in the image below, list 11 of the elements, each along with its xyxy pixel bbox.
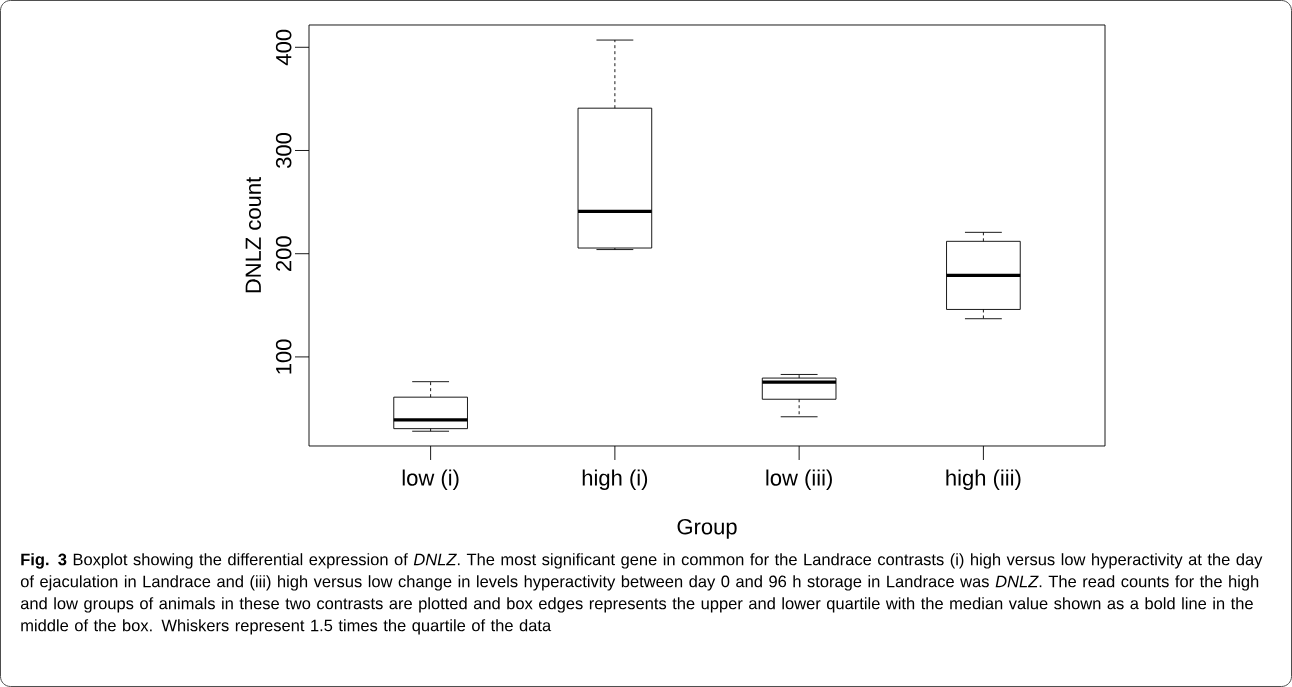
y-tick-label: 300 bbox=[275, 133, 292, 169]
x-axis-title: Group bbox=[677, 518, 737, 539]
text: Fig. 3 Boxplot showing the differential expression of DNLZ. The most significant gene in common for the Landrace contrasts (i) high versus low hyperactivity at the day of ejaculation in Landrace and (iii) high versus low change in levels hyperactivity between day 0 and 96 h storage in Landrace was DNLZ. The read counts for the high and low groups of animals in these two contrasts are plotted and box edges represents the upper and lower quartile with the median value shown as a bold line in the middle of the box. Whiskers represent 1.5 times the quartile of the data bbox=[20, 553, 1263, 635]
x-tick-label: high (i) bbox=[582, 469, 648, 491]
x-tick-label: low (i) bbox=[402, 469, 459, 491]
y-tick-label: 100 bbox=[275, 339, 292, 374]
x-tick-label: low (iii) bbox=[766, 469, 832, 491]
y-tick-label: 200 bbox=[275, 236, 292, 271]
x-tick-label: high (iii) bbox=[946, 469, 1021, 491]
y-axis-title: DNLZ count bbox=[245, 176, 262, 293]
y-tick-label: 400 bbox=[275, 29, 292, 66]
